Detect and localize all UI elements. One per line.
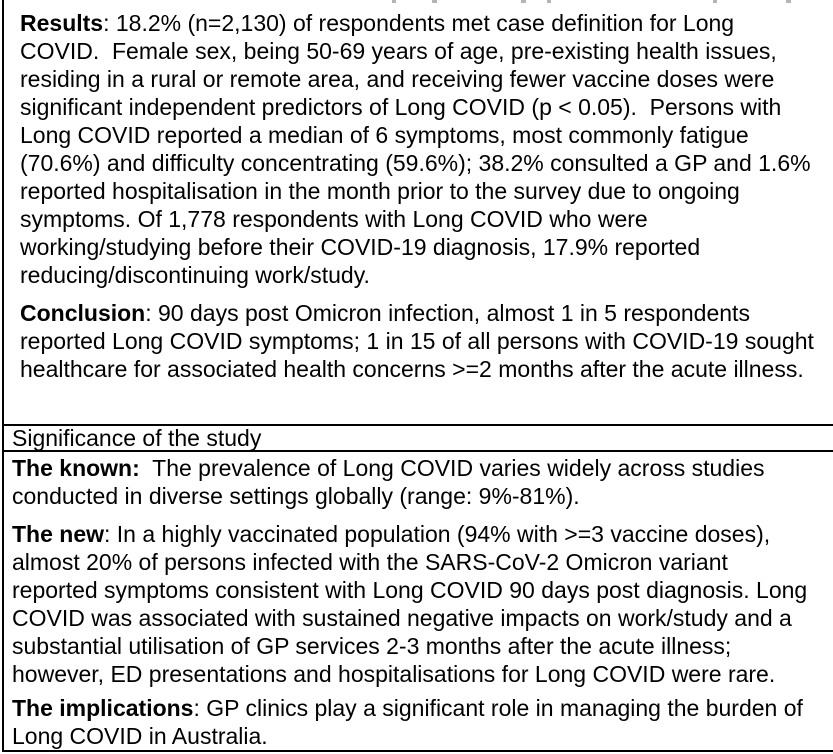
- conclusion-label: Conclusion: [20, 300, 146, 326]
- significance-body-section: The known: The prevalence of Long COVID …: [4, 452, 833, 750]
- implications-label: The implications: [12, 695, 194, 721]
- implications-separator: :: [193, 695, 207, 721]
- cropped-text-fragment: [547, 0, 551, 3]
- conclusion-paragraph: Conclusion: 90 days post Omicron infecti…: [20, 299, 829, 383]
- implications-paragraph: The implications: GP clinics play a sign…: [12, 694, 829, 750]
- cropped-text-fragment: [713, 0, 717, 3]
- known-text: The prevalence of Long COVID varies wide…: [12, 455, 765, 509]
- significance-header-label: Significance of the study: [12, 425, 262, 451]
- cropped-text-fragment: [392, 0, 396, 3]
- results-label: Results: [20, 10, 104, 36]
- abstract-section: Results: 18.2% (n=2,130) of respondents …: [4, 0, 833, 424]
- new-paragraph: The new: In a highly vaccinated populati…: [12, 520, 829, 688]
- cropped-text-fragment: [432, 0, 437, 3]
- results-text: 18.2% (n=2,130) of respondents met case …: [20, 10, 811, 288]
- known-paragraph: The known: The prevalence of Long COVID …: [12, 454, 829, 510]
- new-label: The new: [12, 521, 105, 547]
- conclusion-separator: :: [145, 300, 159, 326]
- cropped-text-fragment: [521, 0, 526, 3]
- cropped-text-fragment: [786, 0, 791, 3]
- results-paragraph: Results: 18.2% (n=2,130) of respondents …: [20, 9, 829, 289]
- known-separator: [140, 455, 152, 481]
- results-separator: :: [103, 10, 116, 36]
- new-separator: :: [104, 521, 117, 547]
- known-label: The known:: [12, 455, 140, 481]
- new-text: In a highly vaccinated population (94% w…: [12, 521, 808, 687]
- conclusion-text: 90 days post Omicron infection, almost 1…: [20, 300, 814, 382]
- significance-header-row: Significance of the study: [4, 424, 833, 452]
- implications-text: GP clinics play a significant role in ma…: [12, 695, 803, 749]
